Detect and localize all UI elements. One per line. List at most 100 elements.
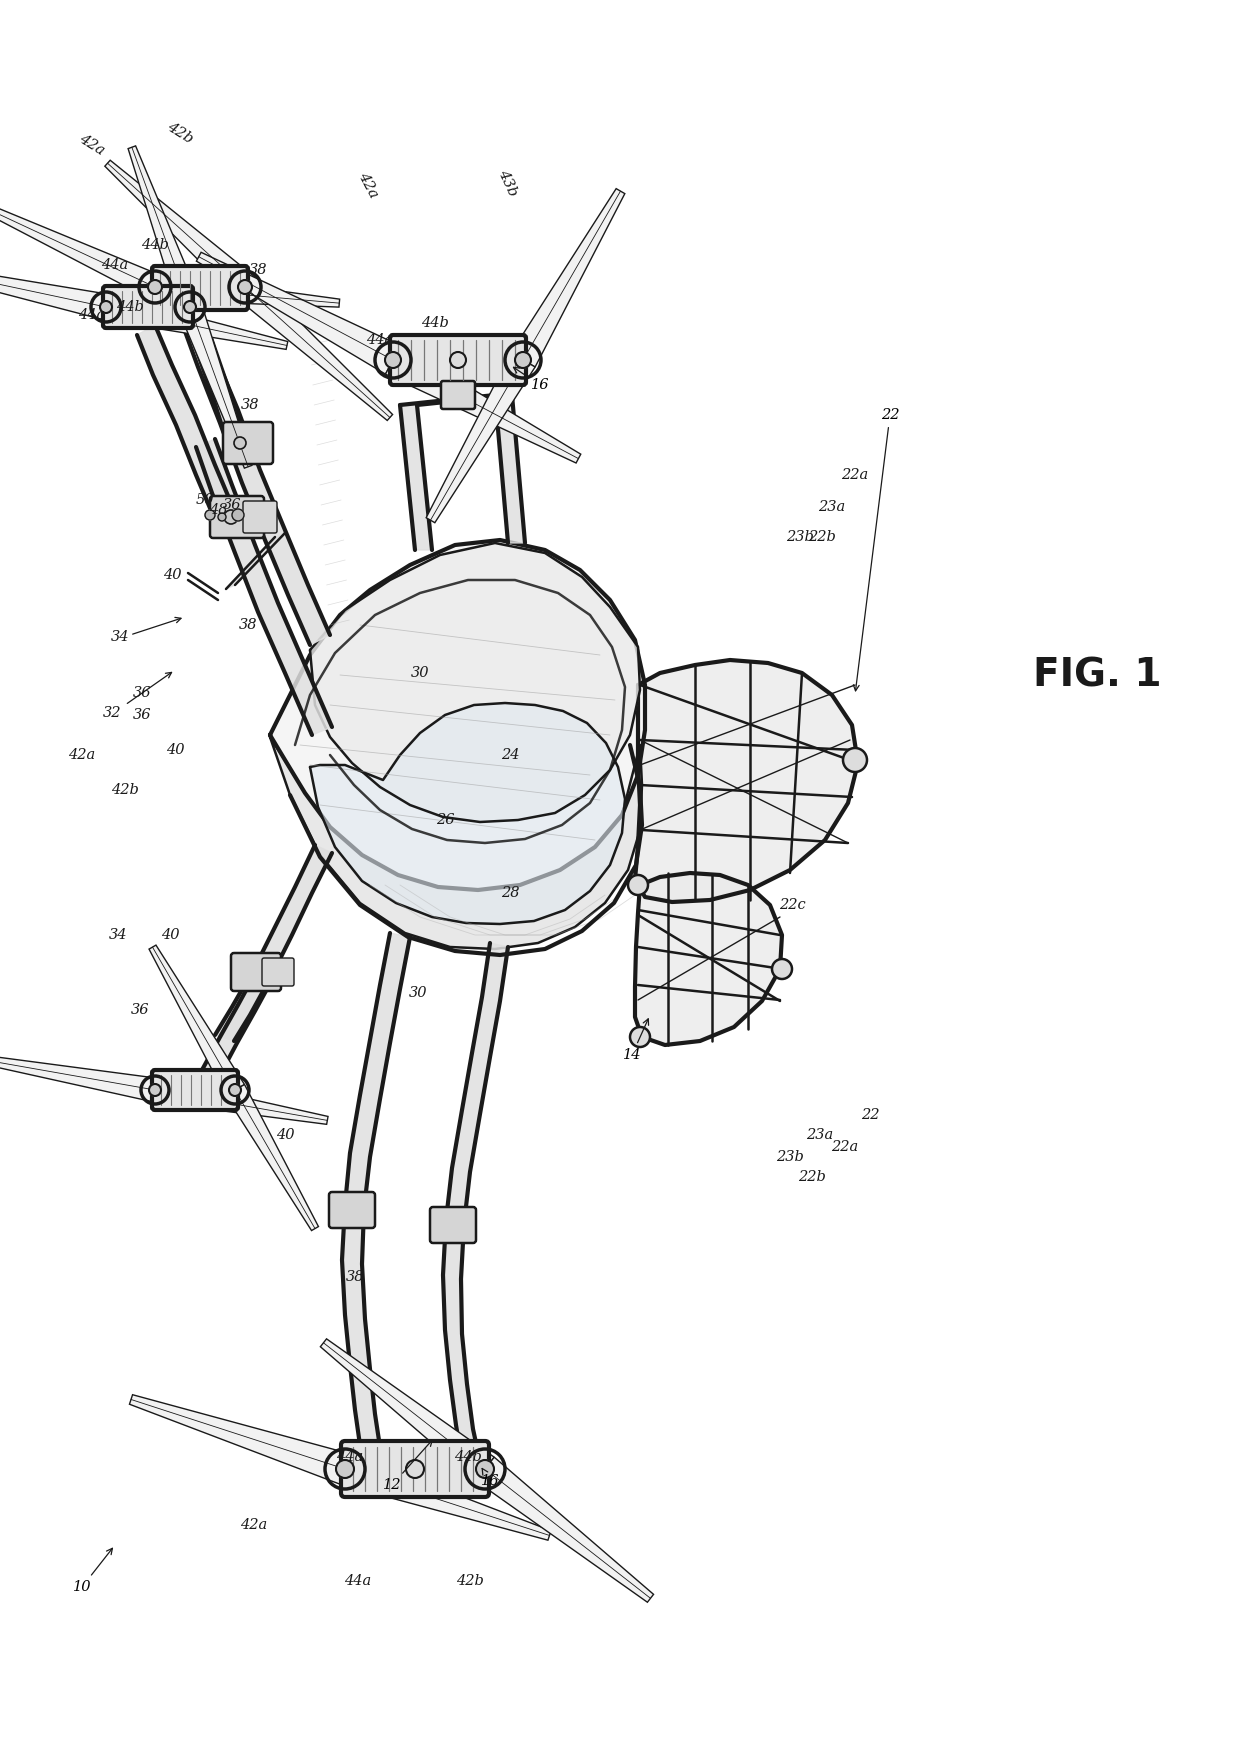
Circle shape xyxy=(229,1085,241,1097)
Text: 38: 38 xyxy=(249,263,268,277)
Text: 38: 38 xyxy=(241,398,259,412)
Circle shape xyxy=(148,281,162,295)
Polygon shape xyxy=(340,1453,551,1541)
Text: 36: 36 xyxy=(223,498,242,512)
Text: 40: 40 xyxy=(161,928,180,942)
FancyBboxPatch shape xyxy=(262,958,294,986)
Text: 22: 22 xyxy=(861,1107,879,1121)
Circle shape xyxy=(405,1460,424,1478)
Polygon shape xyxy=(226,534,285,590)
Text: 48: 48 xyxy=(208,504,227,518)
Polygon shape xyxy=(342,934,410,1448)
Circle shape xyxy=(205,511,215,519)
Polygon shape xyxy=(180,297,248,451)
Polygon shape xyxy=(443,942,508,1451)
Text: 38: 38 xyxy=(346,1271,365,1285)
Text: 44b: 44b xyxy=(117,300,144,314)
FancyBboxPatch shape xyxy=(153,267,248,311)
Text: 34: 34 xyxy=(109,928,128,942)
FancyBboxPatch shape xyxy=(231,953,281,992)
Text: 42b: 42b xyxy=(112,783,139,797)
Text: 16: 16 xyxy=(513,367,549,391)
Polygon shape xyxy=(0,263,109,319)
FancyBboxPatch shape xyxy=(243,500,277,534)
Text: 42a: 42a xyxy=(68,748,95,762)
Circle shape xyxy=(630,1027,650,1048)
Text: 44b: 44b xyxy=(422,316,449,330)
Text: 44a: 44a xyxy=(336,1450,363,1464)
Text: 36: 36 xyxy=(130,1004,149,1016)
Polygon shape xyxy=(103,295,288,349)
Circle shape xyxy=(149,1085,161,1097)
Text: 36: 36 xyxy=(133,707,151,721)
Polygon shape xyxy=(236,277,393,421)
Polygon shape xyxy=(153,1078,329,1125)
Text: FIG. 1: FIG. 1 xyxy=(1033,656,1162,695)
Text: 44a: 44a xyxy=(366,333,393,347)
Text: 30: 30 xyxy=(410,665,429,679)
Polygon shape xyxy=(196,439,332,735)
Polygon shape xyxy=(495,395,525,542)
Text: 14: 14 xyxy=(622,1020,649,1062)
Polygon shape xyxy=(154,274,340,307)
Text: 22b: 22b xyxy=(808,530,836,544)
Text: 22a: 22a xyxy=(842,469,869,483)
Text: 42a: 42a xyxy=(241,1518,268,1532)
Text: 42a: 42a xyxy=(356,170,381,200)
Circle shape xyxy=(184,302,196,312)
Text: 40: 40 xyxy=(162,569,181,583)
Text: 26: 26 xyxy=(435,813,454,827)
Text: 44a: 44a xyxy=(102,258,129,272)
Circle shape xyxy=(238,281,252,295)
FancyBboxPatch shape xyxy=(430,1207,476,1243)
FancyBboxPatch shape xyxy=(223,421,273,463)
Polygon shape xyxy=(129,1395,350,1485)
Polygon shape xyxy=(270,737,642,949)
Polygon shape xyxy=(202,972,273,1076)
Text: 42b: 42b xyxy=(456,1574,484,1588)
Text: 44b: 44b xyxy=(454,1450,482,1464)
Circle shape xyxy=(234,437,246,449)
Text: 42b: 42b xyxy=(165,119,196,146)
Circle shape xyxy=(773,958,792,979)
Polygon shape xyxy=(226,1085,319,1230)
Circle shape xyxy=(450,353,466,369)
Text: 40: 40 xyxy=(275,1128,294,1143)
Text: 23a: 23a xyxy=(818,500,846,514)
Text: 10: 10 xyxy=(73,1548,113,1594)
Polygon shape xyxy=(105,160,254,297)
Text: 23b: 23b xyxy=(786,530,813,544)
Text: 38: 38 xyxy=(239,618,257,632)
Text: 22c: 22c xyxy=(779,899,805,913)
Circle shape xyxy=(218,512,226,521)
FancyBboxPatch shape xyxy=(441,381,475,409)
Polygon shape xyxy=(215,844,332,1041)
Polygon shape xyxy=(386,346,580,463)
Text: 16: 16 xyxy=(481,1469,500,1488)
Text: 40: 40 xyxy=(166,742,185,756)
Polygon shape xyxy=(635,660,858,902)
Text: 23b: 23b xyxy=(776,1150,804,1164)
Circle shape xyxy=(476,1460,494,1478)
Text: 34: 34 xyxy=(110,630,129,644)
Polygon shape xyxy=(401,405,432,549)
Polygon shape xyxy=(196,253,401,374)
Polygon shape xyxy=(0,198,160,298)
FancyBboxPatch shape xyxy=(103,286,193,328)
Circle shape xyxy=(336,1460,353,1478)
Polygon shape xyxy=(511,188,625,367)
Text: 24: 24 xyxy=(501,748,520,762)
Text: 23a: 23a xyxy=(806,1128,833,1143)
FancyBboxPatch shape xyxy=(153,1071,238,1109)
Circle shape xyxy=(627,876,649,895)
Polygon shape xyxy=(136,325,237,526)
Text: 22: 22 xyxy=(853,407,899,691)
Text: 30: 30 xyxy=(409,986,428,1000)
Polygon shape xyxy=(310,542,640,821)
FancyBboxPatch shape xyxy=(341,1441,489,1497)
Polygon shape xyxy=(182,311,330,646)
Circle shape xyxy=(843,748,867,772)
Circle shape xyxy=(224,511,238,525)
Polygon shape xyxy=(149,946,244,1095)
Circle shape xyxy=(515,353,531,369)
